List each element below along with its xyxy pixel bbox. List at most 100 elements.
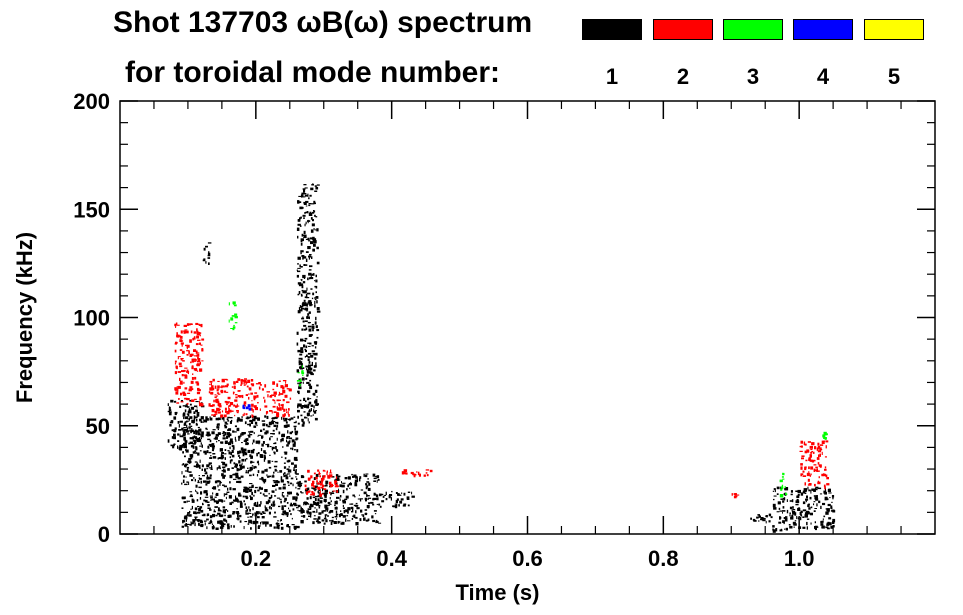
data-point: [181, 482, 183, 485]
data-point: [196, 363, 199, 367]
data-point: [214, 496, 217, 498]
data-point: [407, 491, 411, 493]
data-point: [182, 434, 184, 438]
data-point: [736, 494, 740, 496]
data-point: [305, 251, 309, 253]
data-point: [392, 505, 395, 508]
data-point: [813, 464, 817, 466]
data-point: [198, 486, 202, 489]
data-point: [303, 202, 307, 205]
data-point: [216, 426, 220, 429]
data-point: [229, 515, 232, 518]
data-point: [297, 310, 301, 314]
data-point: [176, 402, 180, 404]
data-point: [358, 494, 360, 496]
data-point: [272, 399, 275, 401]
data-point: [257, 525, 260, 529]
data-point: [184, 455, 186, 458]
data-point: [312, 480, 315, 484]
data-point: [308, 383, 311, 386]
data-point: [334, 479, 337, 481]
data-point: [289, 397, 292, 400]
data-point: [257, 435, 259, 437]
data-point: [272, 484, 276, 487]
data-point: [284, 451, 288, 454]
data-point: [220, 441, 223, 443]
data-point: [818, 454, 820, 458]
data-point: [283, 408, 286, 412]
data-point: [275, 488, 277, 491]
data-point: [762, 517, 766, 520]
data-point: [243, 489, 247, 493]
data-point: [200, 524, 204, 528]
data-point: [265, 524, 267, 527]
data-point: [283, 474, 286, 478]
data-point: [183, 436, 186, 439]
data-point: [197, 452, 200, 456]
data-point: [197, 511, 201, 514]
data-point: [241, 432, 245, 435]
data-point: [228, 404, 231, 407]
data-point: [186, 440, 188, 443]
data-point: [322, 488, 325, 490]
data-point: [258, 382, 261, 385]
data-point: [288, 437, 293, 440]
data-point: [297, 405, 301, 407]
data-point: [307, 301, 309, 305]
data-point: [822, 442, 825, 444]
data-point: [291, 439, 295, 443]
data-point: [782, 497, 785, 500]
data-point: [331, 490, 334, 493]
data-point: [233, 324, 235, 327]
data-point: [189, 429, 191, 432]
data-point: [791, 509, 793, 512]
data-point: [260, 512, 263, 515]
data-point: [186, 323, 190, 326]
data-point: [831, 495, 835, 498]
data-point: [270, 507, 272, 510]
data-point: [193, 511, 197, 514]
data-point: [285, 381, 287, 384]
y-tick-label: 50: [86, 414, 110, 439]
data-point: [325, 480, 329, 484]
data-point: [266, 411, 269, 414]
data-point: [203, 513, 206, 517]
data-point: [261, 443, 263, 447]
data-point: [288, 408, 290, 411]
data-point: [245, 490, 249, 493]
data-point: [195, 446, 198, 448]
data-point: [190, 406, 195, 410]
data-point: [310, 187, 314, 191]
data-point: [178, 429, 182, 431]
data-point: [276, 406, 278, 410]
data-point: [186, 500, 188, 503]
data-point: [262, 493, 265, 496]
data-point: [776, 511, 780, 513]
data-point: [356, 507, 360, 510]
data-point: [313, 392, 316, 396]
data-point: [210, 519, 212, 522]
data-point: [298, 484, 302, 487]
data-point: [311, 491, 314, 494]
data-point: [281, 492, 284, 494]
data-point: [217, 409, 220, 411]
data-point: [316, 310, 321, 313]
data-point: [193, 336, 196, 339]
data-point: [270, 503, 272, 507]
data-point: [276, 412, 279, 415]
data-point: [181, 427, 184, 431]
data-point: [349, 487, 351, 489]
data-point: [310, 371, 313, 375]
data-point: [230, 317, 234, 321]
data-point: [176, 334, 178, 338]
data-point: [359, 498, 362, 502]
data-point: [217, 512, 221, 515]
data-point: [382, 495, 385, 498]
data-point: [295, 420, 297, 424]
series-1-cluster-3: [296, 183, 321, 427]
data-point: [271, 460, 274, 462]
data-point: [179, 365, 183, 368]
data-point: [265, 444, 269, 446]
data-point: [201, 431, 204, 435]
data-point: [222, 509, 226, 512]
